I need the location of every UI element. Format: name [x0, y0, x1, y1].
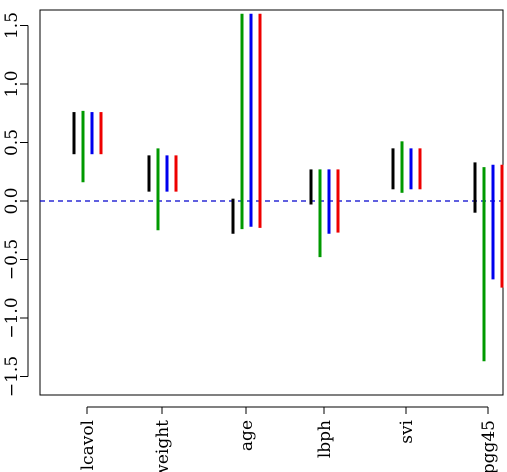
y-tick-label: −1.0: [2, 297, 22, 338]
y-tick-label: 0.5: [2, 129, 22, 156]
x-tick-label-svi: svi: [397, 419, 417, 443]
x-tick-label-age: age: [237, 420, 257, 451]
x-tick-label-lbph: lbph: [315, 420, 335, 458]
x-axis: lcavol weight age lbph svi pgg45: [78, 406, 499, 472]
y-tick-label: 1.5: [2, 12, 22, 39]
y-axis: −1.5 −1.0 −0.5 0.0 0.5 1.0 1.5: [2, 12, 29, 397]
x-tick-label-lcavol: lcavol: [78, 420, 98, 470]
x-tick-label-lweight: weight: [153, 420, 173, 472]
plot-frame: [39, 9, 504, 396]
x-tick-label-pgg45: pgg45: [479, 420, 499, 472]
y-tick-label: 1.0: [2, 70, 22, 97]
y-tick-label: −1.5: [2, 356, 22, 397]
y-tick-label: 0.0: [2, 187, 22, 214]
y-tick-label: −0.5: [2, 239, 22, 280]
plot-area: [39, 9, 504, 396]
